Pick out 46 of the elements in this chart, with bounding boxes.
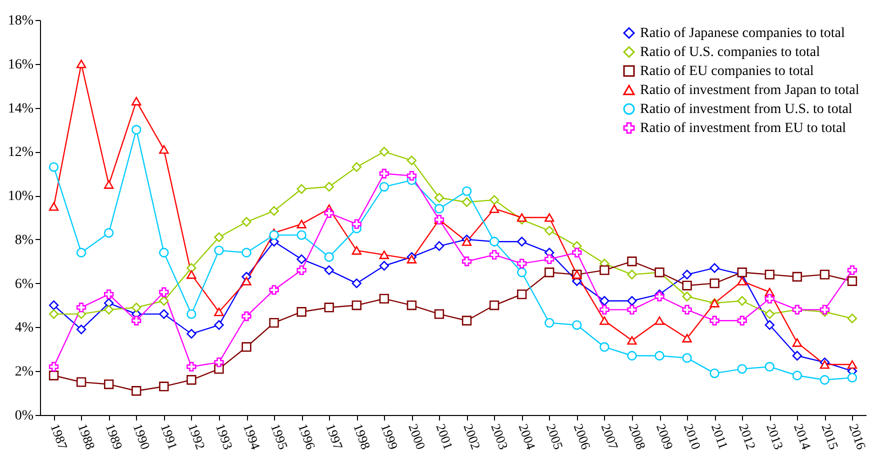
x-tick-label: 1988 — [75, 422, 98, 452]
x-tick-label: 2008 — [626, 422, 649, 452]
y-tick-label: 0% — [14, 408, 34, 424]
x-tick-label: 2009 — [653, 422, 676, 452]
y-tick-label: 6% — [14, 276, 34, 292]
x-tick-label: 1989 — [102, 422, 126, 452]
x-tick-label: 1995 — [268, 422, 291, 452]
legend-label: Ratio of U.S. companies to total — [640, 45, 820, 60]
x-tick-label: 2011 — [708, 422, 732, 451]
x-tick-label: 1996 — [295, 422, 319, 452]
x-tick-label: 2007 — [598, 422, 622, 452]
y-tick-label: 16% — [8, 57, 34, 72]
x-tick-label: 1992 — [185, 422, 208, 452]
x-tick-label: 2002 — [460, 422, 484, 452]
x-tick-label: 2006 — [570, 422, 594, 452]
x-tick-label: 2010 — [680, 422, 704, 452]
y-tick-label: 2% — [14, 364, 34, 380]
y-tick-label: 12% — [8, 145, 34, 160]
x-tick-label: 1991 — [158, 422, 181, 452]
legend-label: Ratio of EU companies to total — [640, 64, 814, 79]
x-tick-label: 2015 — [818, 422, 842, 452]
x-tick-label: 2005 — [543, 422, 566, 452]
x-tick-label: 1987 — [48, 422, 71, 452]
y-tick-label: 4% — [14, 320, 34, 336]
x-tick-label: 2000 — [406, 422, 429, 452]
legend-label: Ratio of Japanese companies to total — [640, 26, 845, 41]
x-tick-label: 1994 — [240, 422, 264, 452]
x-tick-label: 2003 — [488, 422, 512, 452]
x-tick-label: 2013 — [764, 422, 787, 452]
x-tick-label: 1990 — [130, 422, 154, 452]
y-tick-label: 10% — [8, 189, 34, 204]
x-tick-label: 1998 — [350, 422, 374, 452]
x-tick-label: 2004 — [516, 422, 539, 452]
y-tick-label: 14% — [8, 101, 34, 116]
legend-label: Ratio of investment from EU to total — [640, 121, 846, 136]
legend-label: Ratio of investment from Japan to total — [640, 83, 860, 98]
x-tick-label: 2012 — [736, 422, 760, 452]
x-tick-label: 1997 — [323, 422, 346, 452]
legend-label: Ratio of investment from U.S. to total — [640, 102, 852, 117]
y-tick-label: 8% — [14, 232, 34, 248]
x-tick-label: 2014 — [791, 422, 814, 452]
y-tick-label: 18% — [8, 14, 34, 28]
x-tick-label: 1993 — [212, 422, 236, 452]
x-tick-label: 2016 — [846, 422, 870, 452]
x-tick-label: 2001 — [433, 422, 456, 452]
x-tick-label: 1999 — [378, 422, 402, 452]
